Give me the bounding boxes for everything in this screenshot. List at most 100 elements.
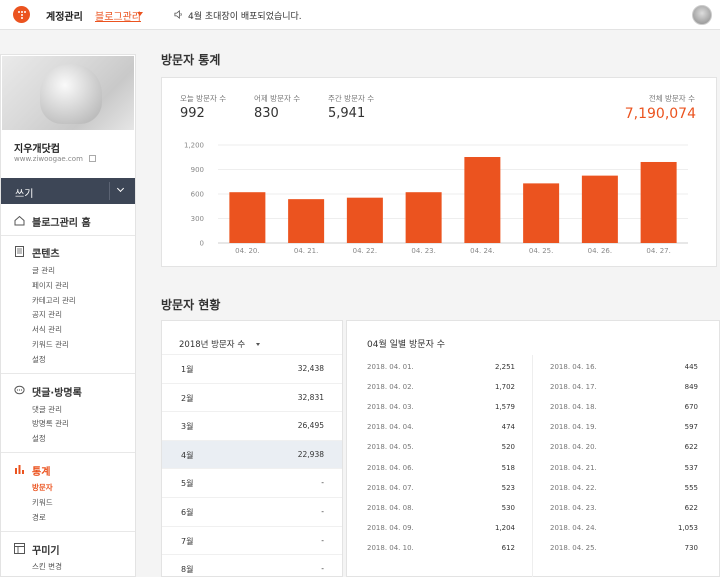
stats-title: 방문자 통계 [161,53,221,67]
daily-row: 2018. 04. 21. 537 [550,464,698,483]
sidebar-section-decorate[interactable]: 꾸미기 [32,546,60,557]
blog-name[interactable]: 지우개닷컴 [14,144,60,155]
x-tick-label: 04. 21. [294,247,319,255]
write-button[interactable]: 쓰기 [1,178,135,204]
daily-value: 537 [684,463,698,472]
sidebar-item-pages[interactable]: 페이지 관리 [32,281,69,290]
daily-row: 2018. 04. 03. 1,579 [367,403,515,422]
daily-date: 2018. 04. 02. [367,383,414,392]
daily-row: 2018. 04. 16. 445 [550,363,698,382]
column-divider [532,355,533,577]
year-month-row[interactable]: 7월 - [162,525,342,554]
daily-row: 2018. 04. 25. 730 [550,544,698,563]
daily-value: 622 [684,443,698,452]
external-link-icon[interactable] [89,155,96,162]
daily-date: 2018. 04. 01. [367,363,414,371]
chart-bar [346,197,383,243]
daily-row: 2018. 04. 19. 597 [550,423,698,442]
year-month-row[interactable]: 1월 32,438 [162,354,342,382]
sidebar-item-comments[interactable]: 댓글 관리 [32,405,62,414]
daily-value: 474 [501,423,515,432]
status-title: 방문자 현황 [161,298,221,312]
daily-date: 2018. 04. 07. [367,483,414,492]
sidebar-item-templates[interactable]: 서식 관리 [32,325,62,334]
x-tick-label: 04. 24. [470,247,495,255]
chart-bar [405,192,442,243]
daily-value: 530 [501,503,515,512]
sidebar-item-visitors[interactable]: 방문자 [32,483,53,492]
year-month-row[interactable]: 3월 26,495 [162,411,342,439]
sidebar-item-home[interactable]: 블로그관리 홈 [32,218,91,229]
daily-row: 2018. 04. 04. 474 [367,423,515,442]
daily-row: 2018. 04. 05. 520 [367,443,515,462]
year-month-row[interactable]: 2월 32,831 [162,382,342,411]
daily-row: 2018. 04. 06. 518 [367,464,515,483]
month-value: - [321,478,324,488]
daily-date: 2018. 04. 18. [550,403,597,412]
daily-value: 849 [684,383,698,392]
year-select[interactable]: 2018년 방문자 수 [179,340,246,350]
daily-row: 2018. 04. 24. 1,053 [550,524,698,543]
sidebar-item-categories[interactable]: 카테고리 관리 [32,296,76,305]
sidebar-section-comments[interactable]: 댓글·방명록 [32,388,82,399]
year-month-row[interactable]: 5월 - [162,468,342,496]
chart-bar [288,199,325,243]
daily-date: 2018. 04. 08. [367,503,414,512]
daily-date: 2018. 04. 09. [367,523,414,532]
sidebar-item-content-settings[interactable]: 설정 [32,355,46,364]
blog-manage-link[interactable]: 블로그관리 [95,12,141,23]
daily-date: 2018. 04. 22. [550,483,597,492]
account-manage-link[interactable]: 계정관리 [46,12,83,23]
daily-date: 2018. 04. 23. [550,503,597,512]
x-tick-label: 04. 22. [353,247,378,255]
notice-text[interactable]: 4월 초대장이 배포되었습니다. [188,12,302,22]
blog-url[interactable]: www.ziwoogae.com [14,155,83,163]
daily-row: 2018. 04. 23. 622 [550,504,698,523]
year-month-row[interactable]: 4월 22,938 [162,439,342,468]
chevron-down-icon[interactable] [137,12,143,16]
sidebar-item-referrers[interactable]: 경로 [32,513,46,522]
x-tick-label: 04. 27. [646,247,671,255]
daily-date: 2018. 04. 03. [367,403,414,412]
chevron-down-icon[interactable] [116,184,125,193]
write-label: 쓰기 [15,189,34,200]
year-month-row[interactable]: 6월 - [162,497,342,525]
top-bar: 계정관리 블로그관리 4월 초대장이 배포되었습니다. [0,0,720,30]
total-value: 7,190,074 [624,106,696,122]
daily-value: 520 [501,443,515,452]
sidebar-item-stat-keywords[interactable]: 키워드 [32,498,53,507]
weekly-label: 주간 방문자 수 [328,94,375,103]
month-label: 7월 [181,536,194,546]
daily-value: 445 [684,363,698,371]
sidebar-item-change-skin[interactable]: 스킨 변경 [32,562,62,571]
month-label: 4월 [181,450,194,460]
daily-date: 2018. 04. 17. [550,383,597,392]
daily-value: 1,053 [677,523,698,532]
speech-bubble-icon [14,385,25,395]
tistory-logo-icon[interactable] [13,6,30,23]
daily-date: 2018. 04. 04. [367,423,414,432]
chevron-down-icon[interactable] [256,343,260,346]
sidebar-item-keywords[interactable]: 키워드 관리 [32,340,69,349]
yesterday-value: 830 [254,106,279,121]
x-tick-label: 04. 25. [529,247,554,255]
daily-value: 670 [684,403,698,412]
sidebar-item-notices[interactable]: 공지 관리 [32,310,62,319]
year-month-row[interactable]: 8월 - [162,554,342,577]
daily-value: 518 [501,463,515,472]
daily-value: 1,204 [494,523,515,532]
blog-profile-image [2,56,134,130]
user-avatar[interactable] [692,5,712,25]
month-label: 5월 [181,479,194,489]
sidebar-section-contents[interactable]: 콘텐츠 [32,249,60,260]
sidebar-item-guestbook[interactable]: 방명록 관리 [32,419,69,428]
sidebar-item-posts[interactable]: 글 관리 [32,266,56,275]
sidebar-item-comment-settings[interactable]: 설정 [32,434,46,443]
sidebar-section-stats[interactable]: 통계 [32,467,51,478]
bar-chart-icon [15,465,24,474]
daily-date: 2018. 04. 21. [550,463,597,472]
daily-row: 2018. 04. 20. 622 [550,443,698,462]
daily-value: 612 [501,543,515,552]
daily-date: 2018. 04. 20. [550,443,597,452]
